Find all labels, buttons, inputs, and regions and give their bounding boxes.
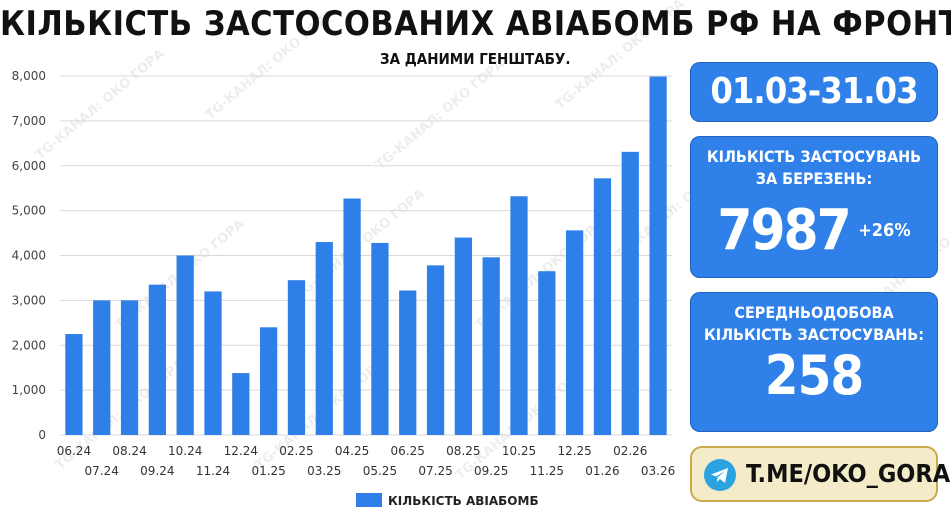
y-tick-label: 4,000: [12, 249, 46, 263]
bar: [93, 300, 111, 435]
bar: [176, 255, 194, 435]
y-tick-label: 8,000: [12, 69, 46, 83]
y-axis-ticks: 0 1,000 2,000 3,000 4,000 5,000 6,000 7,000 8,00…: [12, 69, 46, 442]
x-tick-label: 03.25: [307, 464, 341, 478]
y-tick-label: 6,000: [12, 159, 46, 173]
bar: [343, 198, 361, 435]
monthly-count-label-line2: ЗА БЕРЕЗЕНЬ:: [755, 169, 873, 188]
bar: [621, 151, 639, 435]
bar: [120, 300, 139, 435]
monthly-count-panel: КІЛЬКІСТЬ ЗАСТОСУВАНЬ ЗА БЕРЕЗЕНЬ: 7987 …: [690, 136, 938, 278]
x-tick-label: 09.25: [474, 464, 508, 478]
bar: [148, 284, 166, 435]
monthly-count-value: 7987: [717, 198, 851, 263]
y-tick-label: 7,000: [12, 114, 46, 128]
x-tick-label: 07.25: [418, 464, 452, 478]
daily-average-label-line1: СЕРЕДНЬОДОБОВА: [734, 303, 894, 322]
bars: [65, 76, 667, 435]
bar: [287, 280, 306, 435]
x-tick-label: 01.25: [251, 464, 285, 478]
page-title: КІЛЬКІСТЬ ЗАСТОСОВАНИХ АВІАБОМБ РФ НА ФР…: [0, 4, 951, 44]
x-tick-label: 07.24: [85, 464, 119, 478]
legend-label: КІЛЬКІСТЬ АВІАБОМБ: [388, 494, 539, 508]
bar: [426, 265, 445, 435]
bar: [315, 242, 333, 435]
daily-average-panel: СЕРЕДНЬОДОБОВА КІЛЬКІСТЬ ЗАСТОСУВАНЬ: 25…: [690, 292, 938, 432]
bar: [371, 242, 389, 435]
bar: [65, 334, 83, 435]
telegram-link-button[interactable]: T.ME/OKO_GORA: [690, 446, 950, 502]
y-tick-label: 2,000: [12, 338, 46, 352]
bar: [510, 196, 528, 435]
page-subtitle: ЗА ДАНИМИ ГЕНШТАБУ.: [380, 50, 571, 68]
bar: [399, 290, 417, 435]
bar: [538, 271, 556, 435]
bar: [482, 257, 500, 435]
bar: [649, 76, 667, 435]
x-tick-label: 05.25: [363, 464, 397, 478]
bar: [204, 291, 222, 435]
y-tick-label: 1,000: [12, 383, 46, 397]
monthly-count-change: +26%: [858, 220, 911, 241]
x-tick-label: 06.24: [57, 444, 91, 458]
bar: [260, 327, 278, 435]
legend-swatch: [356, 493, 382, 507]
daily-average-value: 258: [764, 344, 864, 407]
x-tick-label: 02.25: [279, 444, 313, 458]
bar: [566, 230, 584, 435]
x-tick-label: 12.25: [557, 444, 591, 458]
monthly-count-label-line1: КІЛЬКІСТЬ ЗАСТОСУВАНЬ: [706, 147, 922, 166]
bar: [232, 373, 250, 435]
bar-chart: 0 1,000 2,000 3,000 4,000 5,000 6,000 7,000 8,00…: [12, 69, 676, 508]
daily-average-label-line2: КІЛЬКІСТЬ ЗАСТОСУВАНЬ:: [703, 325, 925, 344]
x-tick-label: 01.26: [585, 464, 619, 478]
legend: КІЛЬКІСТЬ АВІАБОМБ: [356, 493, 539, 508]
bar: [593, 178, 612, 435]
x-tick-label: 11.24: [196, 464, 230, 478]
x-tick-label: 08.25: [446, 444, 480, 458]
x-tick-label: 02.26: [613, 444, 647, 458]
period-panel: 01.03-31.03: [690, 62, 938, 122]
x-tick-label: 04.25: [335, 444, 369, 458]
x-tick-label: 10.24: [168, 444, 202, 458]
x-tick-label: 03.26: [641, 464, 675, 478]
bar: [454, 237, 472, 435]
telegram-icon: [704, 459, 736, 491]
telegram-link-text: T.ME/OKO_GORA: [746, 459, 951, 488]
x-tick-label: 11.25: [530, 464, 564, 478]
y-tick-label: 5,000: [12, 204, 46, 218]
y-tick-label: 0: [38, 428, 46, 442]
x-tick-label: 09.24: [140, 464, 174, 478]
x-tick-label: 12.24: [224, 444, 258, 458]
period-value: 01.03-31.03: [710, 71, 918, 112]
x-axis-ticks: 06.24 07.24 08.24 09.24 10.24 11.24 12.24 01.25…: [57, 444, 676, 478]
x-tick-label: 10.25: [502, 444, 536, 458]
y-tick-label: 3,000: [12, 293, 46, 307]
x-tick-label: 08.24: [112, 444, 146, 458]
x-tick-label: 06.25: [391, 444, 425, 458]
